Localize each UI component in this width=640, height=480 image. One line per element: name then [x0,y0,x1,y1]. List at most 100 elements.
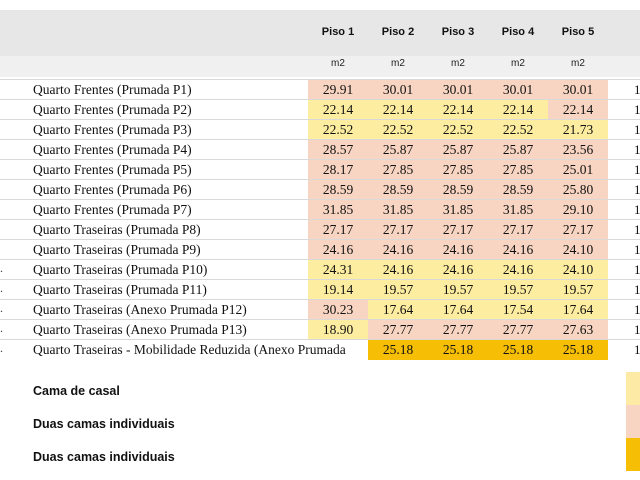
area-cell[interactable]: 24.31 [308,260,368,280]
area-cell[interactable]: 19.57 [368,280,428,300]
area-cell[interactable]: 31.85 [368,200,428,220]
area-cell[interactable]: 18.90 [308,320,368,340]
area-cell[interactable]: 22.14 [488,100,548,120]
room-label[interactable]: Quarto Frentes (Prumada P5) [33,162,192,177]
column-header-piso-2[interactable]: Piso 2 [381,26,415,38]
area-cell[interactable]: 24.16 [428,260,488,280]
area-cell[interactable]: 27.85 [488,160,548,180]
area-cell[interactable]: 24.10 [548,260,608,280]
area-cell[interactable]: 31.85 [488,200,548,220]
legend-swatch [626,405,640,438]
row-marker: . [0,281,3,295]
column-header-piso-4[interactable]: Piso 4 [501,26,535,38]
area-cell[interactable]: 28.59 [488,180,548,200]
area-cell[interactable]: 29.10 [548,200,608,220]
area-cell[interactable]: 22.14 [428,100,488,120]
truncated-column-value: 1 [634,322,640,337]
area-cell[interactable]: 27.85 [368,160,428,180]
truncated-column-value: 1 [634,122,640,137]
area-cell[interactable]: 27.63 [548,320,608,340]
area-cell[interactable]: 22.14 [308,100,368,120]
room-label[interactable]: Quarto Frentes (Prumada P6) [33,182,192,197]
column-header-piso-3[interactable]: Piso 3 [441,26,475,38]
area-cell[interactable]: 30.01 [548,80,608,100]
area-cell[interactable]: 27.17 [548,220,608,240]
room-label[interactable]: Quarto Frentes (Prumada P1) [33,82,192,97]
room-label[interactable]: Quarto Traseiras (Anexo Prumada P13) [33,322,247,337]
area-cell[interactable]: 31.85 [308,200,368,220]
area-cell[interactable]: 31.85 [428,200,488,220]
area-cell[interactable]: 19.57 [428,280,488,300]
area-cell[interactable]: 17.64 [548,300,608,320]
room-label[interactable]: Quarto Traseiras (Prumada P9) [33,242,201,257]
area-cell[interactable]: 25.80 [548,180,608,200]
area-cell[interactable]: 24.16 [488,260,548,280]
room-label[interactable]: Quarto Frentes (Prumada P7) [33,202,192,217]
room-label[interactable]: Quarto Traseiras - Mobilidade Reduzida (… [33,342,346,357]
area-cell[interactable]: 22.52 [308,120,368,140]
truncated-column-value: 1 [634,302,640,317]
area-cell[interactable]: 28.59 [308,180,368,200]
legend-label: Duas camas individuais [33,417,175,431]
area-cell[interactable]: 25.18 [488,340,548,360]
room-label[interactable]: Quarto Frentes (Prumada P2) [33,102,192,117]
area-cell[interactable]: 21.73 [548,120,608,140]
area-cell[interactable]: 25.01 [548,160,608,180]
unit-header: m2 [451,58,465,69]
room-label[interactable]: Quarto Traseiras (Anexo Prumada P12) [33,302,247,317]
area-cell[interactable]: 22.14 [548,100,608,120]
area-cell[interactable]: 25.87 [488,140,548,160]
area-cell[interactable]: 30.01 [488,80,548,100]
area-cell[interactable]: 28.17 [308,160,368,180]
area-cell[interactable]: 25.18 [548,340,608,360]
area-cell[interactable]: 24.10 [548,240,608,260]
area-cell[interactable]: 30.01 [368,80,428,100]
room-label[interactable]: Quarto Frentes (Prumada P4) [33,142,192,157]
legend-label: Cama de casal [33,384,120,398]
area-cell[interactable]: 24.16 [368,240,428,260]
area-cell[interactable]: 27.17 [308,220,368,240]
area-cell[interactable]: 29.91 [308,80,368,100]
area-cell[interactable]: 30.01 [428,80,488,100]
area-cell[interactable]: 19.57 [488,280,548,300]
table-row: Quarto Frentes (Prumada P5) 28.17 27.85 27.… [0,159,640,180]
area-cell[interactable]: 17.64 [428,300,488,320]
area-cell[interactable]: 22.52 [368,120,428,140]
column-header-piso-5[interactable]: Piso 5 [561,26,595,38]
area-cell[interactable]: 27.17 [428,220,488,240]
area-cell[interactable]: 30.23 [308,300,368,320]
area-cell[interactable]: 28.57 [308,140,368,160]
area-cell[interactable]: 27.17 [488,220,548,240]
area-cell[interactable]: 27.77 [488,320,548,340]
area-cell[interactable]: 22.14 [368,100,428,120]
area-cell[interactable]: 27.85 [428,160,488,180]
room-label[interactable]: Quarto Traseiras (Prumada P10) [33,262,208,277]
area-cell[interactable]: 27.77 [428,320,488,340]
room-label[interactable]: Quarto Traseiras (Prumada P8) [33,222,201,237]
room-label[interactable]: Quarto Traseiras (Prumada P11) [33,282,207,297]
area-cell[interactable]: 24.16 [368,260,428,280]
area-cell[interactable]: 19.14 [308,280,368,300]
area-cell[interactable]: 25.18 [368,340,428,360]
area-cell[interactable]: 27.17 [368,220,428,240]
room-label[interactable]: Quarto Frentes (Prumada P3) [33,122,192,137]
column-header-piso-1[interactable]: Piso 1 [321,26,355,38]
unit-band [0,56,640,77]
area-cell[interactable]: 17.54 [488,300,548,320]
area-cell[interactable]: 27.77 [368,320,428,340]
area-cell[interactable]: 22.52 [428,120,488,140]
area-cell[interactable]: 25.87 [428,140,488,160]
area-cell[interactable]: 25.18 [428,340,488,360]
area-cell[interactable]: 28.59 [428,180,488,200]
area-cell[interactable]: 28.59 [368,180,428,200]
area-cell[interactable]: 17.64 [368,300,428,320]
area-cell[interactable]: 24.16 [308,240,368,260]
area-cell[interactable]: 24.16 [428,240,488,260]
truncated-column-value: 1 [634,162,640,177]
area-cell[interactable]: 23.56 [548,140,608,160]
area-cell[interactable] [308,340,368,360]
area-cell[interactable]: 25.87 [368,140,428,160]
area-cell[interactable]: 22.52 [488,120,548,140]
area-cell[interactable]: 19.57 [548,280,608,300]
area-cell[interactable]: 24.16 [488,240,548,260]
